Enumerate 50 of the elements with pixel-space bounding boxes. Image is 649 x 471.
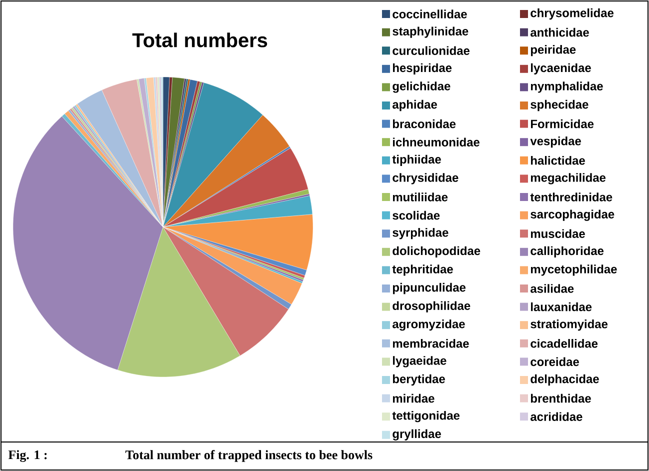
caption: Fig. 1 : xyxy=(8,450,47,462)
legend-label: tettigonidae xyxy=(392,411,460,422)
legend-label: hespiridae xyxy=(393,63,452,74)
legend-label: syrphidae xyxy=(392,228,448,240)
legend-label: nymphalidae xyxy=(530,82,603,93)
legend-label: braconidae xyxy=(392,119,456,128)
legend-label: drosophilidae xyxy=(392,301,470,312)
legend-label: tephritidae xyxy=(392,264,453,276)
legend-label: sarcophagidae xyxy=(530,210,614,221)
legend-label: peiridae xyxy=(530,45,576,56)
legend-label: miridae xyxy=(392,394,434,403)
legend-label: calliphoridae xyxy=(530,246,604,258)
legend-label: ichneumonidae xyxy=(393,138,480,146)
legend-label: chrysididae xyxy=(392,173,458,184)
legend-label: anthicidae xyxy=(530,28,589,37)
legend-label: coreidae xyxy=(530,357,579,366)
legend-label: asilidae xyxy=(530,284,574,293)
legend-label: aphidae xyxy=(392,100,437,112)
legend-label: Formicidae xyxy=(531,119,594,128)
legend-label: gryllidae xyxy=(392,429,441,440)
text: Total numbers xyxy=(132,32,268,48)
legend-label: lycaenidae xyxy=(531,63,591,74)
legend-label: membracidae xyxy=(392,339,469,348)
legend-label: brenthidae xyxy=(530,394,591,403)
legend-label: gelichidae xyxy=(392,82,450,93)
legend-label: staphylinidae xyxy=(392,26,468,38)
legend-label: curculionidae xyxy=(392,46,470,55)
legend-label: agromyzidae xyxy=(392,320,465,331)
legend-label: tenthredinidae xyxy=(530,192,612,202)
legend-label: delphacidae xyxy=(530,374,599,386)
legend-label: chrysomelidae xyxy=(530,8,614,20)
legend-label: acrididae xyxy=(530,412,582,421)
legend-label: sphecidae xyxy=(530,100,588,112)
legend-label: stratiomyidae xyxy=(530,320,608,331)
legend-label: vespidae xyxy=(530,136,581,148)
legend-label: cicadellidae xyxy=(530,339,598,348)
legend-label: berytidae xyxy=(392,374,445,386)
text: Total number of trapped insects to bee bowls xyxy=(125,450,372,462)
legend-label: tiphiidae xyxy=(392,154,441,166)
legend-label: pipunculidae xyxy=(392,282,466,294)
legend-label: mycetophilidae xyxy=(530,264,617,276)
legend-label: lauxanidae xyxy=(531,302,592,312)
legend-label: coccinellidae xyxy=(392,10,467,18)
legend-label: lygaeidae xyxy=(393,356,446,368)
legend-label: halictidae xyxy=(531,156,585,165)
legend-label: scolidae xyxy=(392,210,440,220)
legend-label: muscidae xyxy=(530,229,585,238)
legend-label: megachilidae xyxy=(530,173,606,184)
legend-label: mutiliidae xyxy=(392,192,448,202)
legend-label: dolichopodidae xyxy=(392,246,480,258)
